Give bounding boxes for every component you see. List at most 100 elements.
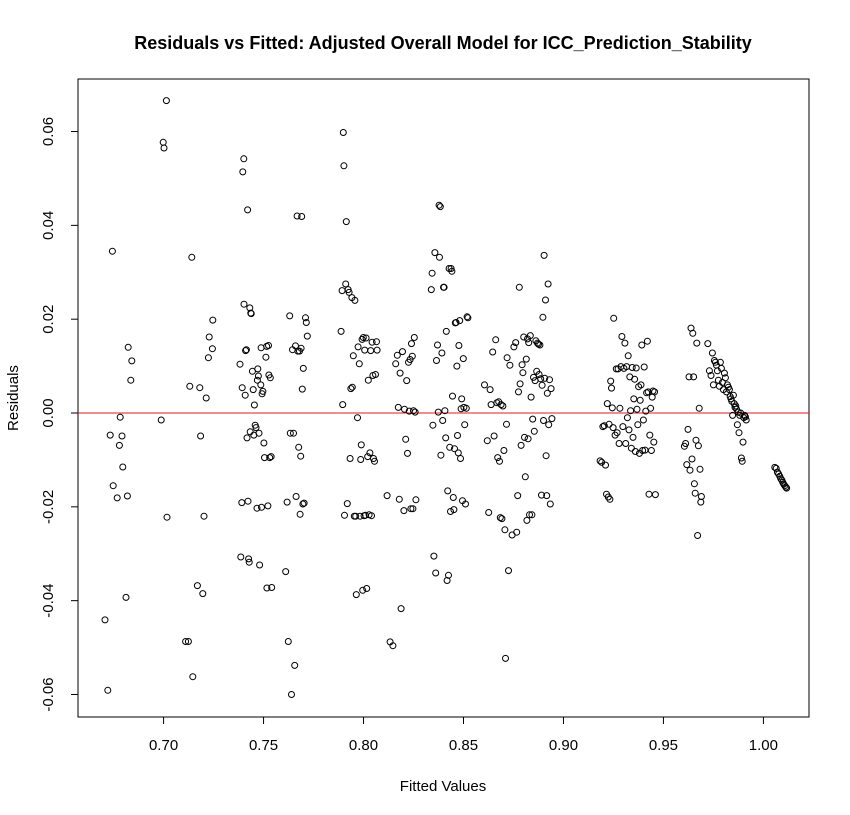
data-point <box>622 440 630 447</box>
data-point <box>741 411 749 419</box>
data-point <box>438 349 446 357</box>
data-point <box>457 455 464 462</box>
data-point <box>613 429 621 437</box>
data-point <box>506 361 514 369</box>
data-point <box>720 369 728 377</box>
data-point <box>544 280 552 288</box>
data-point <box>524 435 532 443</box>
data-point <box>496 514 504 522</box>
data-point <box>427 286 435 294</box>
data-point <box>113 494 121 502</box>
data-point <box>250 401 258 409</box>
data-point <box>729 391 737 399</box>
data-point <box>435 201 443 209</box>
y-tick-label: 0.00 <box>40 398 57 427</box>
data-point <box>608 404 616 412</box>
data-point <box>434 341 441 349</box>
data-point <box>397 605 405 613</box>
data-point <box>625 426 633 434</box>
data-point <box>337 327 345 335</box>
data-point <box>464 314 472 322</box>
data-point <box>694 442 702 450</box>
data-point <box>284 638 292 645</box>
data-point <box>456 317 464 325</box>
data-point <box>412 496 420 504</box>
data-point <box>627 407 635 415</box>
data-point <box>521 473 529 481</box>
data-point <box>433 357 440 364</box>
data-point <box>116 413 124 421</box>
data-point <box>352 591 360 599</box>
data-point <box>481 381 488 389</box>
data-point <box>445 571 452 579</box>
data-point <box>742 416 750 424</box>
data-point <box>240 155 248 163</box>
data-point <box>599 423 607 431</box>
data-point <box>245 555 253 563</box>
data-point <box>537 375 545 383</box>
data-point <box>357 456 365 463</box>
data-point <box>428 269 436 277</box>
data-point <box>545 421 553 429</box>
data-point <box>646 431 654 439</box>
y-tick-label: -0.04 <box>40 584 57 618</box>
data-point <box>543 389 551 397</box>
data-point <box>483 437 491 445</box>
data-point <box>490 432 498 440</box>
plot-frame <box>77 78 810 718</box>
data-point <box>547 385 555 393</box>
data-point <box>255 429 263 437</box>
data-point <box>258 503 265 511</box>
data-point <box>737 454 745 462</box>
data-point <box>689 329 697 337</box>
data-point <box>254 365 262 373</box>
data-point <box>538 491 545 499</box>
data-point <box>650 438 658 446</box>
data-point <box>342 218 350 226</box>
data-point <box>600 422 608 430</box>
data-point <box>432 569 440 577</box>
data-point <box>430 552 438 560</box>
data-point <box>182 638 190 645</box>
data-point <box>528 511 536 519</box>
data-point <box>352 512 360 520</box>
data-point <box>264 502 272 510</box>
data-point <box>127 376 135 384</box>
data-point <box>486 386 494 394</box>
data-point <box>732 402 740 410</box>
data-point <box>446 443 454 451</box>
data-point <box>596 457 604 465</box>
data-point <box>541 374 549 382</box>
data-point <box>621 339 629 347</box>
data-point <box>199 590 207 598</box>
data-point <box>463 313 471 321</box>
data-point <box>610 314 618 322</box>
data-point <box>651 491 659 499</box>
data-point <box>429 421 437 429</box>
data-point <box>639 416 647 424</box>
data-point <box>409 505 417 513</box>
data-point <box>160 144 168 152</box>
data-point <box>338 287 346 295</box>
data-point <box>639 447 647 454</box>
data-point <box>343 500 351 508</box>
data-point <box>725 386 733 394</box>
chart-title: Residuals vs Fitted: Adjusted Overall Mo… <box>134 33 751 53</box>
data-point <box>682 440 690 447</box>
data-point <box>188 253 196 261</box>
data-point <box>373 346 381 354</box>
data-point <box>487 401 495 409</box>
data-point <box>629 433 637 441</box>
data-point <box>266 374 274 382</box>
data-point <box>628 364 636 371</box>
data-point <box>357 441 365 449</box>
x-tick-label: 1.00 <box>749 737 778 754</box>
data-point <box>502 654 509 662</box>
data-point <box>449 494 457 501</box>
data-point <box>631 448 639 455</box>
data-point <box>636 396 644 404</box>
y-tick-label: -0.06 <box>40 677 57 711</box>
data-point <box>366 449 374 457</box>
data-point <box>189 673 197 681</box>
data-point <box>394 403 402 411</box>
